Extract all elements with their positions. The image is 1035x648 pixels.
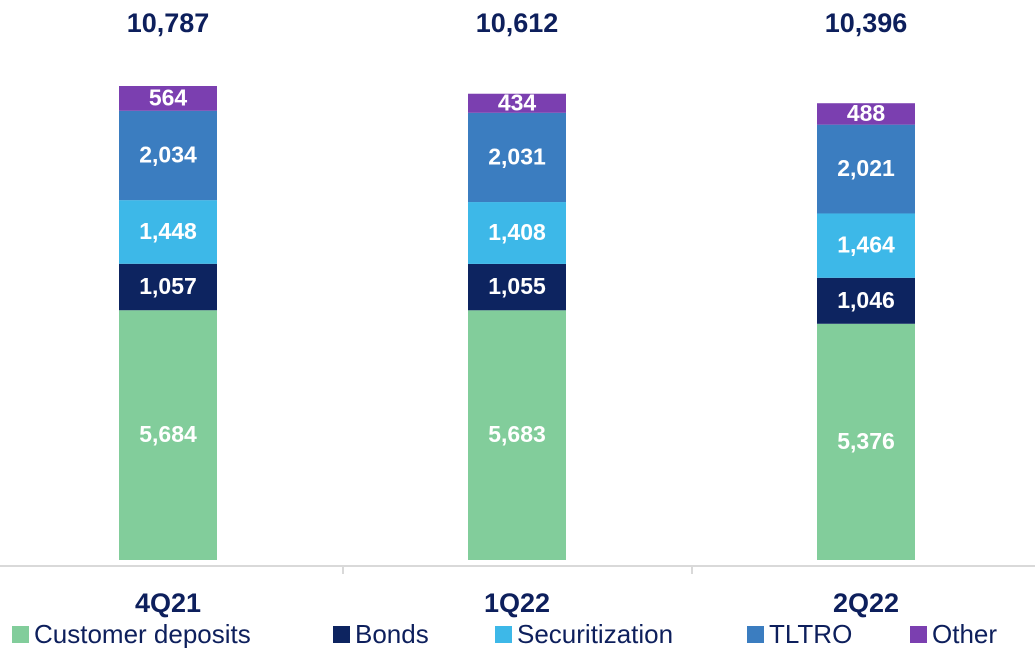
data-label: 1,408: [488, 219, 546, 245]
bar-segment: [817, 323, 915, 560]
data-label: 434: [498, 89, 537, 115]
legend-swatch: [495, 626, 512, 643]
data-label: 1,464: [837, 232, 895, 258]
bar-segment: [468, 93, 566, 113]
bar-segment: [817, 213, 915, 278]
bar-segment: [817, 103, 915, 125]
data-label: 564: [149, 84, 188, 110]
data-label: 1,055: [488, 273, 546, 299]
data-label: 5,684: [139, 421, 197, 447]
legend-label: Customer deposits: [34, 619, 251, 648]
bar-segment: [468, 202, 566, 264]
bar-segment: [119, 200, 217, 264]
legend-swatch: [747, 626, 764, 643]
total-label: 10,396: [825, 8, 908, 38]
legend-swatch: [12, 626, 29, 643]
bar-segment: [119, 86, 217, 111]
data-label: 2,034: [139, 142, 197, 168]
total-label: 10,787: [127, 8, 210, 38]
data-label: 5,376: [837, 428, 895, 454]
data-label: 2,021: [837, 155, 895, 181]
legend-label: Securitization: [517, 619, 673, 648]
bar-segment: [468, 310, 566, 560]
bar-segment: [817, 124, 915, 214]
data-label: 1,046: [837, 287, 895, 313]
x-tick-label: 2Q22: [833, 588, 899, 618]
data-label: 1,448: [139, 218, 197, 244]
bar-segment: [119, 263, 217, 311]
legend-label: Bonds: [355, 619, 429, 648]
legend-swatch: [910, 626, 927, 643]
bar-segment: [119, 110, 217, 201]
legend-label: TLTRO: [769, 619, 852, 648]
bar-segment: [817, 277, 915, 324]
data-label: 1,057: [139, 273, 197, 299]
bar-segment: [468, 112, 566, 203]
data-label: 2,031: [488, 144, 546, 170]
data-label: 5,683: [488, 421, 546, 447]
x-tick-label: 1Q22: [484, 588, 550, 618]
bar-segment: [468, 263, 566, 311]
legend-swatch: [333, 626, 350, 643]
data-label: 488: [847, 100, 886, 126]
x-tick-label: 4Q21: [135, 588, 201, 618]
total-label: 10,612: [476, 8, 559, 38]
legend-label: Other: [932, 619, 997, 648]
bar-segment: [119, 310, 217, 560]
